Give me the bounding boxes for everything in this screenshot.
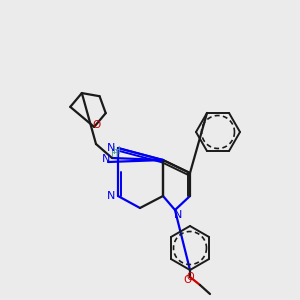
Text: H: H (111, 149, 119, 159)
Text: N: N (174, 210, 182, 220)
Text: N: N (107, 191, 115, 201)
Text: N: N (102, 154, 110, 164)
Text: N: N (107, 143, 115, 153)
Text: O: O (186, 272, 194, 282)
Text: O: O (183, 275, 191, 285)
Text: O: O (92, 120, 100, 130)
Text: H: H (113, 146, 121, 156)
